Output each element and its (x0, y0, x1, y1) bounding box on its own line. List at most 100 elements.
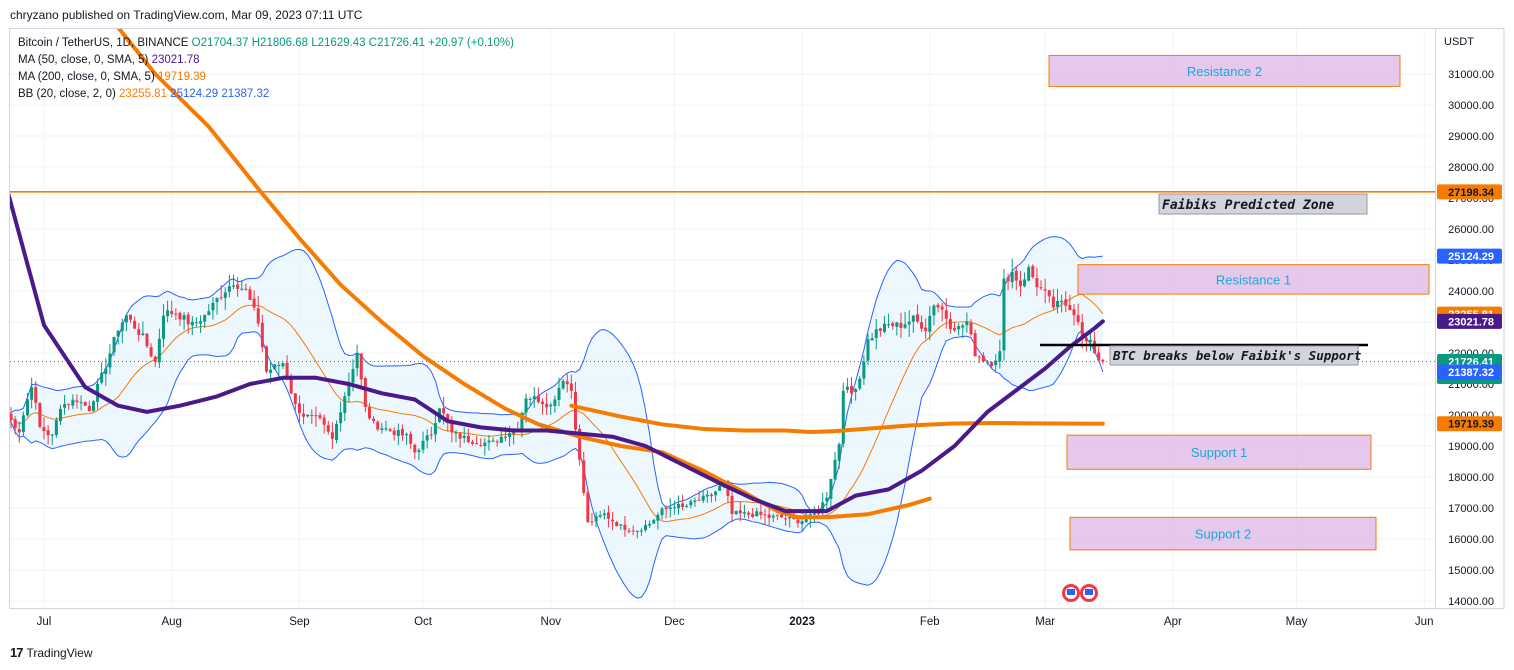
candle-body (425, 435, 429, 441)
candle-body (170, 311, 174, 314)
candle-body (256, 308, 260, 324)
candle-body (161, 315, 165, 339)
candle-body (887, 324, 891, 326)
candle-body (30, 387, 34, 400)
candle-body (91, 401, 95, 411)
candle-body (322, 417, 326, 425)
candle-body (343, 396, 347, 414)
price-label-19719-39-bg (1437, 416, 1502, 432)
price-label-27198-34-bg (1437, 184, 1502, 200)
candle-body (157, 338, 161, 363)
candle-body (635, 530, 639, 532)
candle-body (409, 433, 413, 444)
candle-body (499, 436, 503, 443)
candle-body (701, 495, 705, 501)
candle-body (376, 421, 380, 430)
price-label-21387-32-bg (1437, 364, 1502, 380)
price-label-25124-29-bg (1437, 248, 1502, 264)
tradingview-brand[interactable]: TradingView (26, 645, 93, 660)
x-tick-label: May (1286, 616, 1308, 628)
candle-body (738, 510, 742, 514)
candle-body (1018, 280, 1022, 287)
candle-body (264, 346, 268, 372)
candle-body (660, 508, 664, 516)
candle-body (339, 412, 343, 424)
candle-body (75, 400, 79, 403)
legend-symbol-row[interactable]: Bitcoin / TetherUS, 1D, BINANCE O21704.3… (18, 35, 514, 52)
candle-body (21, 415, 25, 433)
candle-body (244, 288, 248, 290)
candle-body (730, 495, 734, 514)
candle-body (1035, 278, 1039, 288)
us-flag-icon-2 (1080, 584, 1098, 602)
candle-body (58, 408, 62, 422)
x-tick-label: Nov (541, 616, 562, 628)
candle-body (462, 435, 466, 438)
candle-body (293, 393, 297, 404)
candle-body (697, 499, 701, 501)
candle-body (42, 427, 46, 432)
candle-body (940, 306, 944, 310)
candle-body (924, 327, 928, 332)
candle-body (137, 329, 141, 335)
symbol-label: Bitcoin / TetherUS, 1D, BINANCE (18, 37, 189, 49)
candle-body (693, 500, 697, 502)
candle-body (203, 314, 207, 322)
candle-body (1084, 337, 1088, 342)
x-tick-label: Oct (414, 616, 433, 628)
candle-body (639, 530, 643, 532)
bb-basis-line (10, 293, 1104, 523)
candle-body (821, 502, 825, 514)
tradingview-logo-icon[interactable]: 17 (10, 645, 24, 660)
x-tick-label: Mar (1035, 616, 1055, 628)
candle-body (433, 423, 437, 435)
legend-ma200-row[interactable]: MA (200, close, 0, SMA, 5) 19719.39 (18, 69, 514, 86)
candle-body (330, 432, 334, 439)
candle-body (565, 381, 569, 385)
candle-body (545, 403, 549, 408)
bb-label: BB (20, close, 2, 0) (18, 88, 116, 100)
y-tick-label: 26000.00 (1448, 224, 1494, 236)
legend-bb-row[interactable]: BB (20, close, 2, 0) 23255.81 25124.29 2… (18, 86, 514, 103)
y-axis-unit: USDT (1444, 36, 1474, 48)
candle-body (615, 521, 619, 527)
candle-body (1080, 322, 1084, 339)
legend-ma50-row[interactable]: MA (50, close, 0, SMA, 5) 23021.78 (18, 52, 514, 69)
candle-body (1023, 279, 1027, 287)
candle-body (429, 434, 433, 436)
candle-body (372, 418, 376, 421)
x-tick-label: Dec (664, 616, 685, 628)
candle-body (104, 368, 108, 375)
candle-body (788, 516, 792, 519)
candle-body (124, 315, 128, 323)
resistance-1-zone (1077, 264, 1430, 295)
candle-body (446, 414, 450, 423)
y-tick-label: 30000.00 (1448, 100, 1494, 112)
bb-upper-value: 25124.29 (170, 88, 219, 100)
bb-lower-line (10, 329, 1104, 599)
candle-body (326, 425, 330, 432)
candle-body (120, 322, 124, 332)
candle-body (199, 321, 203, 324)
candle-body (845, 386, 849, 390)
y-tick-label: 16000.00 (1448, 534, 1494, 546)
candle-body (112, 336, 116, 353)
candle-body (190, 321, 194, 326)
publish-info: chryzano published on TradingView.com, M… (10, 8, 363, 22)
candle-body (178, 312, 182, 320)
price-label-25124-29: 25124.29 (1448, 251, 1494, 263)
candle-body (207, 311, 211, 316)
candle-body (829, 479, 833, 499)
candle-body (129, 314, 133, 320)
candle-body (557, 387, 561, 400)
candle-body (965, 321, 969, 326)
candle-body (83, 402, 87, 406)
resistance-2-zone (1048, 54, 1401, 87)
candle-body (260, 322, 264, 348)
x-tick-label: Aug (161, 616, 181, 628)
y-tick-label: 14000.00 (1448, 596, 1494, 608)
candle-body (289, 379, 293, 394)
candle-body (858, 378, 862, 389)
candle-body (771, 515, 775, 518)
